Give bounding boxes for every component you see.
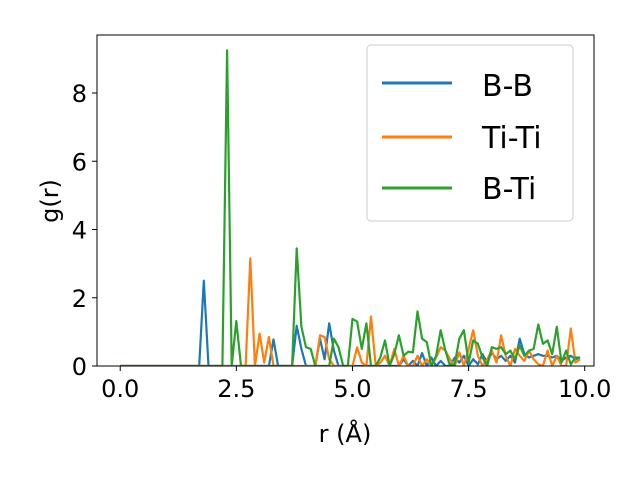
legend-box [366, 44, 574, 222]
series-line-b-ti [120, 49, 581, 366]
legend: B-B Ti-Ti B-Ti [366, 44, 574, 222]
series-layer [120, 49, 581, 366]
x-tick-label: 5.0 [333, 375, 371, 403]
legend-label-b-b: B-B [482, 69, 533, 104]
y-axis: 0 2 4 6 8 [72, 80, 97, 381]
y-tick-label: 0 [72, 353, 87, 381]
series-line-b-b [120, 279, 581, 366]
x-tick-label: 2.5 [217, 375, 255, 403]
x-tick-label: 7.5 [450, 375, 488, 403]
y-tick-label: 8 [72, 80, 87, 108]
x-axis: 0.0 2.5 5.0 7.5 10.0 [101, 366, 611, 403]
axes-frame [96, 34, 595, 367]
legend-label-ti-ti: Ti-Ti [481, 121, 542, 156]
y-axis-label: g(r) [36, 179, 64, 223]
y-tick-label: 4 [72, 217, 87, 245]
x-axis-label: r (Å) [319, 419, 372, 448]
x-tick-label: 0.0 [101, 375, 139, 403]
y-tick-label: 6 [72, 148, 87, 176]
y-tick-label: 2 [72, 285, 87, 313]
x-tick-label: 10.0 [558, 375, 611, 403]
legend-label-b-ti: B-Ti [482, 172, 536, 207]
